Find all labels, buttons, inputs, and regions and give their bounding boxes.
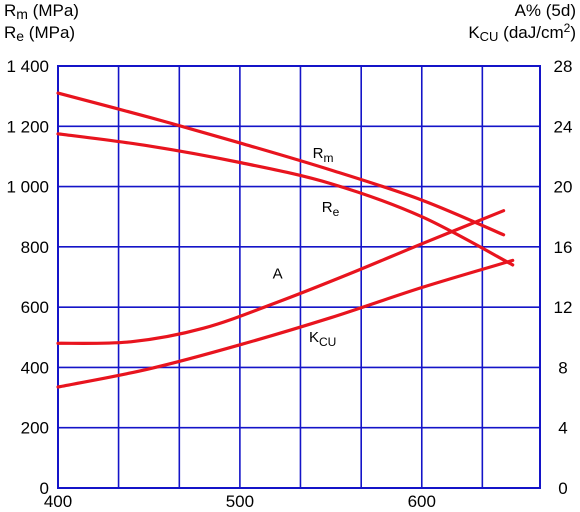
right-axis-title-2: KCU (daJ/cm2) <box>468 21 576 44</box>
series-label-a: A <box>273 266 283 283</box>
left-y-tick-label: 400 <box>21 358 49 377</box>
axis-titles: Rm (MPa)Re (MPa) A% (5d)KCU (daJ/cm2) <box>4 1 576 44</box>
right-y-tick-label: 8 <box>558 358 567 377</box>
right-y-tick-label: 28 <box>554 57 573 76</box>
left-y-tick-label: 800 <box>21 238 49 257</box>
series-line-rm <box>56 91 506 237</box>
right-axis-tick-labels: 0 4 8 12 16 20 24 28 <box>554 57 573 498</box>
x-axis-tick-labels: 400 500 600 <box>44 492 436 511</box>
x-tick-label: 500 <box>226 492 254 511</box>
left-y-tick-label: 1 000 <box>6 178 49 197</box>
left-y-tick-label: 0 <box>40 479 49 498</box>
grid <box>57 65 541 489</box>
series-label-kcu: KCU <box>309 329 336 349</box>
left-y-tick-label: 1 200 <box>6 117 49 136</box>
right-y-tick-label: 12 <box>554 298 573 317</box>
right-y-tick-label: 24 <box>554 117 573 136</box>
right-y-tick-label: 0 <box>558 479 567 498</box>
series-line-a <box>56 209 506 346</box>
x-tick-label: 600 <box>408 492 436 511</box>
left-y-tick-label: 1 400 <box>6 57 49 76</box>
left-axis-title-2: Re (MPa) <box>4 23 75 44</box>
series-lines <box>56 91 515 389</box>
left-axis-title-1: Rm (MPa) <box>4 1 79 22</box>
series-label-rm: Rm <box>313 145 334 165</box>
series-labels: Rm Re A KCU <box>273 145 340 349</box>
left-axis-tick-labels: 0 200 400 600 800 1 000 1 200 1 400 <box>6 57 49 498</box>
x-tick-label: 400 <box>44 492 72 511</box>
series-label-re: Re <box>322 199 340 219</box>
plot-frame <box>57 65 541 489</box>
series-line-kcu <box>56 258 515 389</box>
right-axis-title-1: A% (5d) <box>515 1 576 20</box>
left-y-tick-label: 600 <box>21 298 49 317</box>
series-line-re <box>56 132 515 267</box>
right-y-tick-label: 20 <box>554 178 573 197</box>
right-y-tick-label: 16 <box>554 238 573 257</box>
right-y-tick-label: 4 <box>558 419 567 438</box>
plot-border <box>57 65 541 489</box>
left-y-tick-label: 200 <box>21 419 49 438</box>
